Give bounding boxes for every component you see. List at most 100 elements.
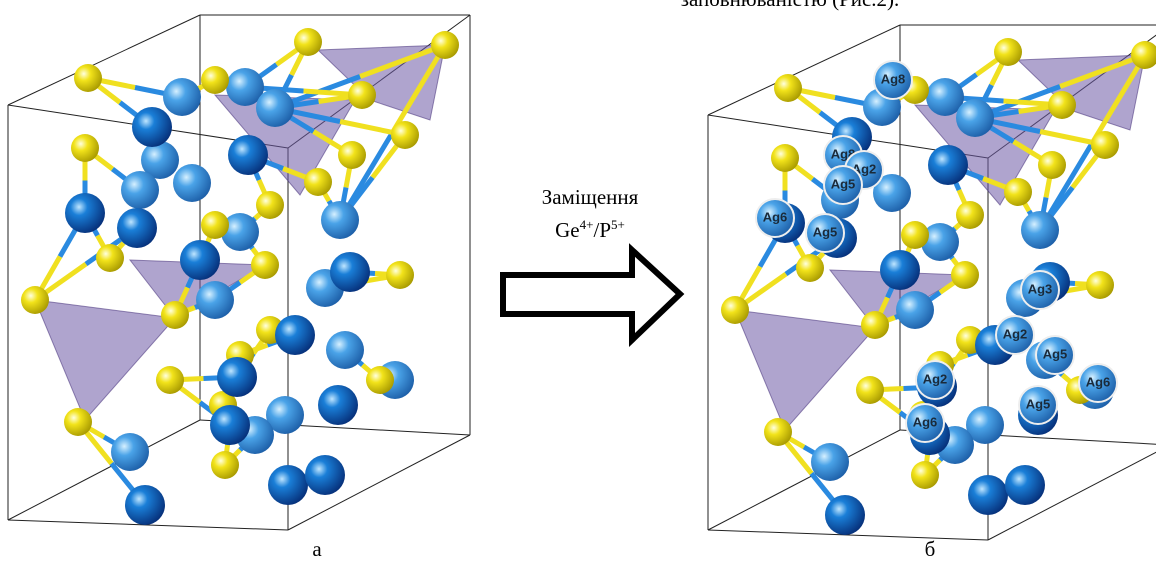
charge: 5+ xyxy=(611,217,625,232)
labeled-atom xyxy=(905,403,945,443)
atom xyxy=(121,171,159,209)
atom xyxy=(431,31,459,59)
arrow-label-line1: Заміщення xyxy=(542,185,639,209)
atom xyxy=(275,315,315,355)
panel-label: а xyxy=(312,537,322,561)
atom xyxy=(163,78,201,116)
atom xyxy=(956,99,994,137)
atom-label: Ag3 xyxy=(1028,281,1053,296)
atom xyxy=(873,174,911,212)
cell-edge xyxy=(987,451,1156,541)
atom xyxy=(201,66,229,94)
cell-edge xyxy=(707,24,901,116)
atom xyxy=(111,433,149,471)
cell-edge xyxy=(7,14,201,106)
atom xyxy=(217,357,257,397)
atom xyxy=(117,208,157,248)
atom xyxy=(21,286,49,314)
labeled-atom xyxy=(805,213,845,253)
atom xyxy=(65,193,105,233)
atom xyxy=(926,78,964,116)
atom xyxy=(256,89,294,127)
atom xyxy=(721,296,749,324)
atom xyxy=(294,28,322,56)
atom xyxy=(326,331,364,369)
cut-caption: заповнюваністю (Рис.2). xyxy=(681,0,900,11)
cell-edge xyxy=(7,419,201,521)
atom xyxy=(228,135,268,175)
atom xyxy=(221,213,259,251)
atom xyxy=(825,495,865,535)
atom xyxy=(1021,211,1059,249)
atom xyxy=(211,451,239,479)
atom xyxy=(256,191,284,219)
bond xyxy=(359,42,446,79)
atom xyxy=(196,281,234,319)
atom xyxy=(956,201,984,229)
atom xyxy=(896,291,934,329)
atom xyxy=(74,64,102,92)
atom-label: Ag8 xyxy=(881,71,906,86)
atom xyxy=(366,366,394,394)
atom xyxy=(911,461,939,489)
atom xyxy=(1048,91,1076,119)
atom xyxy=(64,408,92,436)
atom xyxy=(386,261,414,289)
charge: 4+ xyxy=(580,217,594,232)
atom xyxy=(201,211,229,239)
atom xyxy=(1005,465,1045,505)
atom-label: Ag2 xyxy=(923,371,948,386)
labeled-atom xyxy=(995,315,1035,355)
atom xyxy=(968,475,1008,515)
ion: /P xyxy=(593,218,611,242)
atom xyxy=(173,164,211,202)
atom-label: Ag6 xyxy=(913,414,938,429)
atom xyxy=(771,144,799,172)
atom-label: Ag6 xyxy=(763,209,788,224)
atom xyxy=(856,376,884,404)
labeled-atom xyxy=(1018,385,1058,425)
atom-label: Ag6 xyxy=(1086,374,1111,389)
bond xyxy=(1090,53,1148,144)
atom xyxy=(951,261,979,289)
atom xyxy=(1091,131,1119,159)
atom xyxy=(161,301,189,329)
atom xyxy=(266,396,304,434)
cell-edge xyxy=(287,434,471,531)
atom xyxy=(210,405,250,445)
atom xyxy=(1038,151,1066,179)
atom xyxy=(268,465,308,505)
labeled-atom xyxy=(755,198,795,238)
atom xyxy=(132,107,172,147)
atom xyxy=(321,201,359,239)
atom xyxy=(330,252,370,292)
ion: Ge xyxy=(555,218,580,242)
atom xyxy=(226,68,264,106)
atom xyxy=(304,168,332,196)
atom-label: Ag5 xyxy=(1043,346,1068,361)
labeled-atom xyxy=(1035,335,1075,375)
atom xyxy=(921,223,959,261)
atom xyxy=(180,240,220,280)
atom xyxy=(928,145,968,185)
atom-label: Ag5 xyxy=(813,224,838,239)
atom xyxy=(811,443,849,481)
panel-label: б xyxy=(925,537,936,561)
atom xyxy=(141,141,179,179)
atom xyxy=(966,406,1004,444)
atom xyxy=(156,366,184,394)
atom xyxy=(994,38,1022,66)
arrow xyxy=(500,243,685,348)
atom xyxy=(901,221,929,249)
labeled-atom xyxy=(915,360,955,400)
atom xyxy=(338,141,366,169)
atom xyxy=(391,121,419,149)
atom xyxy=(880,250,920,290)
atom-label: Ag2 xyxy=(1003,326,1028,341)
atom xyxy=(1086,271,1114,299)
cell-edge xyxy=(707,429,901,531)
atom xyxy=(251,251,279,279)
labeled-atom xyxy=(1078,363,1118,403)
atom xyxy=(96,244,124,272)
